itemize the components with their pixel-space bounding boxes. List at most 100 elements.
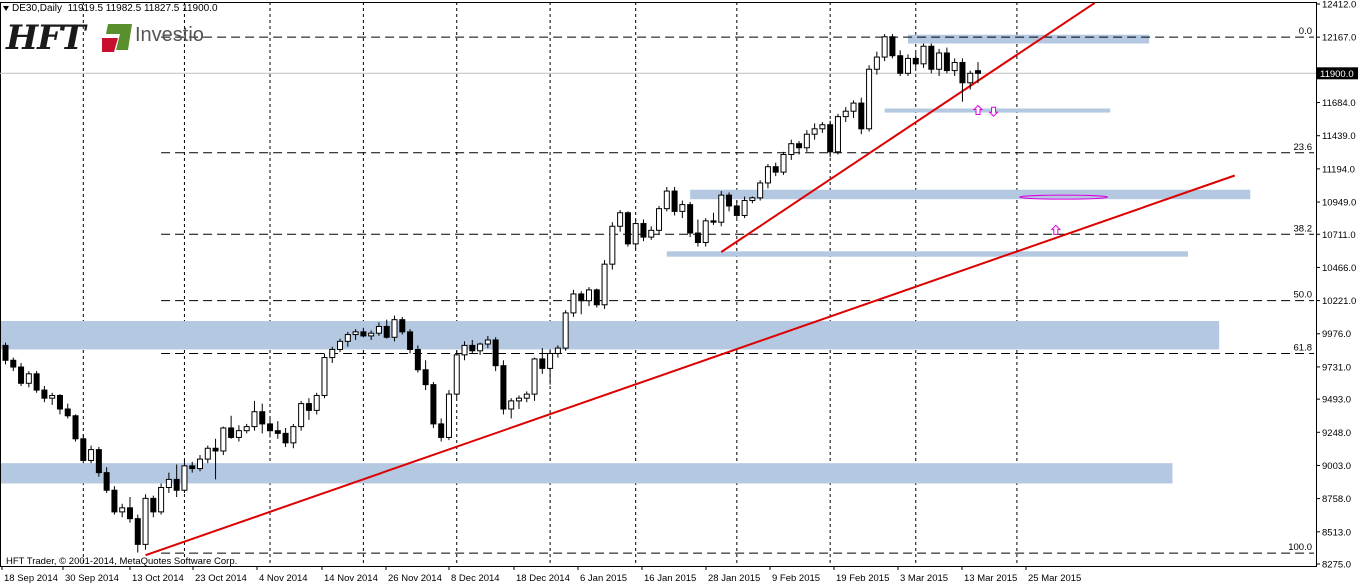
candle-body — [889, 36, 896, 57]
candle — [189, 461, 196, 473]
y-tick-label: 12412.0 — [1322, 0, 1356, 11]
candle-body — [687, 204, 694, 234]
candle-body — [134, 518, 141, 545]
candle — [25, 371, 32, 388]
candle-body — [49, 394, 56, 399]
x-tick-label: 30 Sep 2014 — [65, 573, 119, 584]
x-tick-label: 23 Oct 2014 — [195, 573, 247, 584]
y-tick-label: 11194.0 — [1322, 164, 1355, 175]
candle-body — [305, 403, 312, 411]
candle — [329, 346, 336, 363]
candle-body — [749, 197, 756, 202]
x-tick-label: 8 Dec 2014 — [451, 573, 500, 584]
candle-body — [321, 357, 328, 396]
candle — [10, 357, 17, 372]
sr-zone — [666, 251, 1189, 257]
candle-body — [2, 344, 9, 361]
fib-level-label: 61.8 — [1294, 343, 1313, 354]
x-tick-label: 25 Mar 2015 — [1028, 573, 1081, 584]
x-tick-label: 13 Oct 2014 — [132, 573, 184, 584]
candle — [741, 196, 748, 219]
candle — [321, 353, 328, 399]
candle-body — [445, 393, 452, 438]
candle — [694, 219, 701, 247]
candle — [671, 187, 678, 216]
candle-body — [243, 426, 250, 432]
candle — [111, 486, 118, 515]
fib-level-label: 100.0 — [1288, 542, 1312, 553]
candle-body — [41, 389, 48, 399]
candle — [726, 192, 733, 212]
copyright-text: HFT Trader, © 2001-2014, MetaQuotes Soft… — [6, 556, 238, 567]
arrow-down-icon — [988, 106, 999, 117]
ohlc-values: 11919.5 11982.5 11827.5 11900.0 — [67, 3, 218, 14]
candle — [912, 53, 919, 68]
candle-body — [290, 426, 297, 444]
trendline-support-long — [145, 174, 1236, 557]
candle — [88, 445, 95, 464]
candle-body — [904, 57, 911, 74]
candle — [593, 288, 600, 308]
candle — [749, 196, 756, 204]
symbol-header: DE30,Daily 11919.5 11982.5 11827.5 11900… — [3, 3, 218, 14]
candle — [33, 371, 40, 393]
candle-body — [593, 289, 600, 306]
candle — [445, 390, 452, 441]
candle-body — [197, 458, 203, 470]
candle — [904, 54, 911, 77]
candle-body — [648, 229, 655, 238]
candle — [64, 403, 71, 419]
y-tick-label: 9248.0 — [1322, 428, 1351, 439]
arrow-up-icon — [1050, 224, 1062, 235]
current-price-box — [1317, 67, 1358, 80]
candle — [72, 414, 79, 442]
collapse-triangle-icon[interactable] — [3, 5, 9, 11]
candle — [126, 496, 133, 523]
y-tick-label: 8758.0 — [1322, 494, 1351, 505]
candle — [197, 455, 203, 472]
candle-body — [943, 52, 950, 72]
x-tick-label: 9 Feb 2015 — [772, 573, 820, 584]
candle — [601, 260, 608, 309]
candle — [679, 200, 686, 219]
candle-body — [757, 182, 764, 199]
candle-body — [764, 166, 771, 184]
y-tick-label: 11439.0 — [1322, 131, 1356, 142]
candle — [383, 319, 390, 339]
x-tick-label: 28 Jan 2015 — [708, 573, 760, 584]
candle — [803, 130, 810, 152]
candle-body — [399, 319, 406, 333]
candle — [484, 335, 491, 349]
candle — [290, 423, 297, 449]
candle-body — [967, 72, 974, 84]
candle-body — [500, 365, 507, 410]
candle-body — [531, 358, 538, 395]
candle — [158, 483, 165, 515]
candle-body — [866, 68, 873, 130]
candle — [772, 162, 779, 177]
candle-body — [352, 331, 359, 336]
candle-body — [780, 154, 787, 173]
candle-body — [936, 52, 943, 70]
candle-body — [337, 340, 344, 350]
candle — [438, 418, 445, 442]
candle-body — [344, 334, 351, 342]
candle-body — [547, 353, 554, 369]
candle-body — [640, 223, 647, 238]
candle — [368, 330, 375, 340]
candle — [640, 219, 647, 242]
candle-body — [492, 339, 499, 367]
x-tick-label: 6 Jan 2015 — [580, 573, 627, 584]
candle — [259, 403, 266, 434]
y-tick-label: 10221.0 — [1322, 296, 1356, 307]
plot-frame — [0, 2, 1317, 567]
candle-body — [142, 497, 149, 545]
candle-body — [624, 212, 631, 245]
candle-body — [772, 166, 779, 173]
candle-body — [951, 61, 958, 72]
candle — [866, 65, 873, 132]
candle — [764, 164, 771, 189]
candle — [95, 446, 102, 477]
